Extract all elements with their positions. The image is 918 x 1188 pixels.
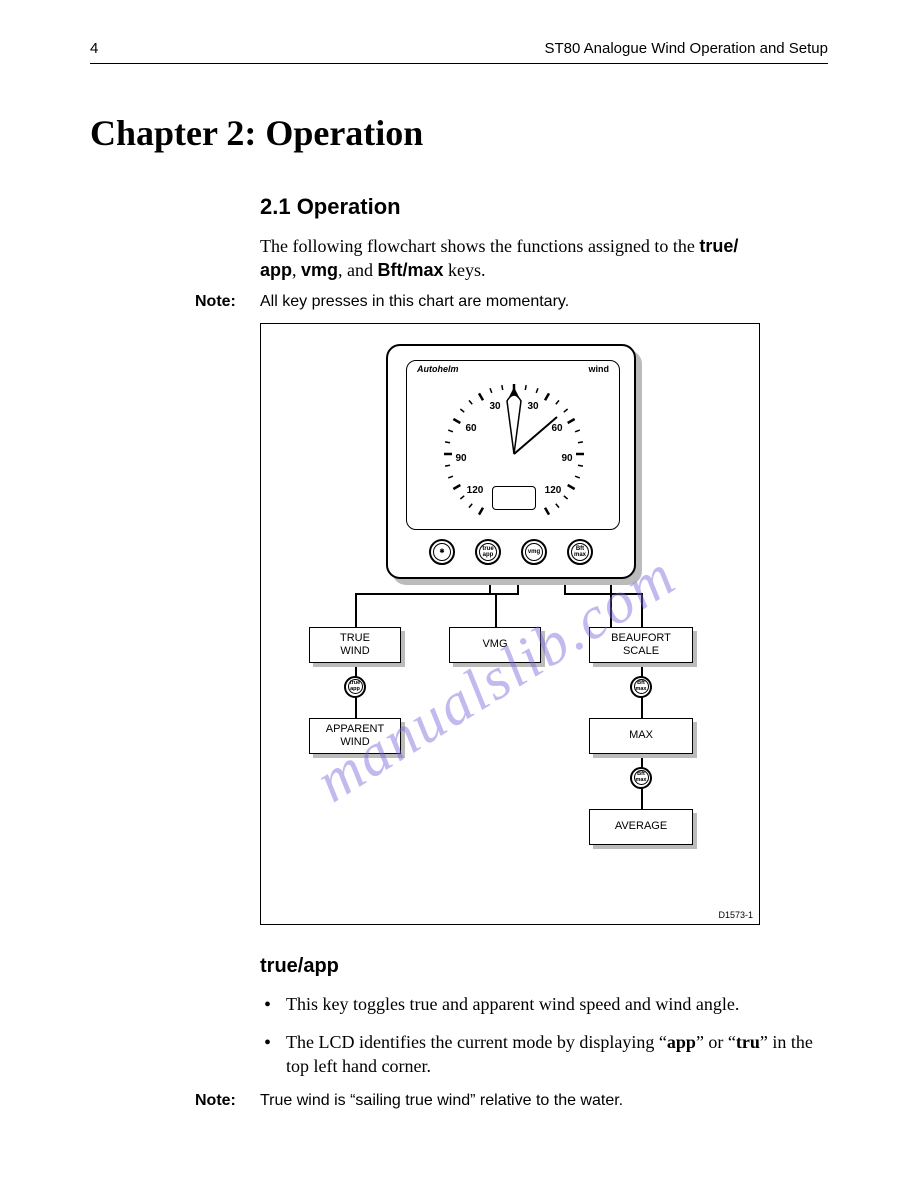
subsection-title: true/app	[260, 955, 828, 978]
fbox-average: AVERAGE	[589, 809, 693, 845]
fcircle-c2: Bft max	[630, 676, 652, 698]
note-label-1: Note:	[195, 293, 260, 311]
instrument: Autohelm wind 30 30	[386, 344, 636, 579]
flowchart-diagram: Autohelm wind 30 30	[260, 323, 760, 925]
svg-text:30: 30	[489, 401, 501, 412]
intro-b1: true/	[699, 236, 738, 256]
conn	[610, 579, 612, 627]
instr-screen: Autohelm wind 30 30	[406, 360, 620, 530]
svg-text:30: 30	[527, 401, 539, 412]
fbox-vmg: VMG	[449, 627, 541, 663]
note-text-1: All key presses in this chart are moment…	[260, 293, 569, 311]
note-text-2: True wind is “sailing true wind” relativ…	[260, 1092, 623, 1110]
fbox-truewind: TRUE WIND	[309, 627, 401, 663]
bullet-list: This key toggles true and apparent wind …	[260, 992, 828, 1079]
svg-text:120: 120	[545, 485, 562, 496]
svg-text:90: 90	[455, 453, 467, 464]
conn	[641, 593, 643, 627]
bullet-1: This key toggles true and apparent wind …	[260, 992, 828, 1016]
svg-text:60: 60	[551, 423, 563, 434]
note-2: Note: True wind is “sailing true wind” r…	[195, 1092, 828, 1110]
conn	[355, 593, 357, 627]
page-number: 4	[90, 40, 98, 57]
intro-e: , and	[338, 260, 378, 280]
intro-d: vmg	[301, 260, 338, 280]
bftmax-button[interactable]: Bft max	[567, 539, 593, 565]
lcd-window	[492, 486, 536, 510]
fcircle-c3: Bft max	[630, 767, 652, 789]
intro-b2: app	[260, 260, 292, 280]
vmg-button[interactable]: vmg	[521, 539, 547, 565]
conn	[610, 593, 641, 595]
page-header: 4 ST80 Analogue Wind Operation and Setup	[90, 40, 828, 64]
conn	[495, 593, 497, 627]
instr-body: Autohelm wind 30 30	[386, 344, 636, 579]
svg-text:90: 90	[561, 453, 573, 464]
intro-text: The following flowchart shows the functi…	[260, 234, 828, 283]
doc-title: ST80 Analogue Wind Operation and Setup	[544, 40, 828, 57]
note-label-2: Note:	[195, 1092, 260, 1110]
chapter-title: Chapter 2: Operation	[90, 112, 828, 154]
intro-c: ,	[292, 260, 301, 280]
section-title: 2.1 Operation	[260, 194, 828, 220]
svg-text:60: 60	[465, 423, 477, 434]
trueapp-button[interactable]: true app	[475, 539, 501, 565]
note-1: Note: All key presses in this chart are …	[195, 293, 828, 311]
button-row: ✱ true app vmg Bft max	[388, 539, 634, 565]
bullet-2: The LCD identifies the current mode by d…	[260, 1030, 828, 1079]
intro-f: Bft/max	[378, 260, 444, 280]
fcircle-c1: true app	[344, 676, 366, 698]
instr-type: wind	[589, 364, 610, 374]
svg-text:120: 120	[467, 485, 484, 496]
diagram-id: D1573-1	[718, 910, 753, 920]
fbox-max: MAX	[589, 718, 693, 754]
intro-g: keys.	[444, 260, 486, 280]
instr-brand: Autohelm	[417, 364, 459, 374]
light-button[interactable]: ✱	[429, 539, 455, 565]
intro-a: The following flowchart shows the functi…	[260, 236, 699, 256]
fbox-beaufort: BEAUFORT SCALE	[589, 627, 693, 663]
fbox-apparent: APPARENT WIND	[309, 718, 401, 754]
